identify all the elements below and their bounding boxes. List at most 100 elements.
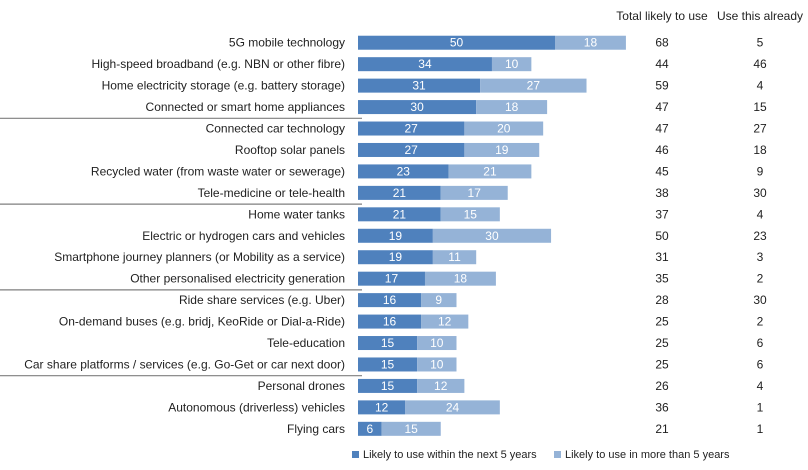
bar-series2 — [440, 185, 508, 200]
data-label-series1: 27 — [405, 122, 419, 136]
bar-series1 — [358, 164, 449, 179]
data-label-series2: 10 — [505, 57, 519, 71]
data-label-series2: 19 — [495, 143, 509, 157]
category-label: Home electricity storage (e.g. battery s… — [102, 79, 345, 93]
data-label-series2: 10 — [430, 336, 444, 350]
total-likely-value: 26 — [655, 379, 669, 393]
total-likely-value: 37 — [655, 207, 669, 221]
total-likely-value: 31 — [655, 250, 669, 264]
total-likely-value: 68 — [655, 36, 669, 50]
total-likely-value: 25 — [655, 357, 669, 371]
data-label-series1: 15 — [381, 336, 395, 350]
bar-series1 — [358, 35, 555, 50]
bar-series1 — [358, 250, 433, 265]
use-already-value: 4 — [757, 379, 764, 393]
legend-swatch-series1 — [352, 451, 359, 458]
use-already-value: 2 — [757, 272, 764, 286]
use-already-value: 30 — [753, 186, 767, 200]
category-label: Tele-education — [267, 336, 345, 350]
bar-series2 — [480, 78, 587, 93]
bar-series1 — [358, 378, 418, 393]
data-label-series1: 16 — [383, 293, 397, 307]
bar-series2 — [440, 207, 500, 222]
legend-label-series2: Likely to use in more than 5 years — [565, 449, 730, 461]
data-label-series2: 20 — [497, 122, 511, 136]
bar-series1 — [358, 142, 465, 157]
use-already-value: 27 — [753, 122, 767, 136]
bar-series1 — [358, 207, 441, 222]
use-already-value: 1 — [757, 422, 764, 436]
category-label: Connected or smart home appliances — [146, 100, 345, 114]
category-label: Recycled water (from waste water or sewe… — [91, 164, 345, 178]
data-label-series1: 19 — [389, 250, 403, 264]
category-label: Autonomous (driverless) vehicles — [168, 400, 345, 414]
category-label: Flying cars — [287, 422, 345, 436]
category-label: Tele-medicine or tele-health — [198, 186, 345, 200]
total-likely-value: 47 — [655, 122, 669, 136]
category-label: Home water tanks — [248, 207, 345, 221]
bar-series1 — [358, 185, 441, 200]
data-label-series2: 11 — [448, 250, 461, 264]
data-label-series1: 16 — [383, 315, 397, 329]
bar-series1 — [358, 421, 382, 436]
data-label-series1: 21 — [393, 207, 407, 221]
data-label-series2: 15 — [464, 207, 478, 221]
data-label-series2: 24 — [446, 400, 460, 414]
use-already-value: 1 — [757, 400, 764, 414]
data-label-series1: 34 — [418, 57, 432, 71]
bar-series2 — [464, 142, 540, 157]
bar-series1 — [358, 100, 477, 115]
bar-series2 — [555, 35, 626, 50]
bar-series2 — [405, 400, 500, 415]
total-likely-value: 25 — [655, 336, 669, 350]
bar-series2 — [464, 121, 544, 136]
category-label: Ride share services (e.g. Uber) — [179, 293, 345, 307]
data-label-series2: 10 — [430, 357, 444, 371]
data-label-series2: 17 — [468, 186, 482, 200]
data-label-series2: 30 — [485, 229, 499, 243]
use-already-value: 6 — [757, 336, 764, 350]
data-label-series1: 15 — [381, 379, 395, 393]
use-already-value: 5 — [757, 36, 764, 50]
category-label: High-speed broadband (e.g. NBN or other … — [92, 57, 345, 71]
bar-series1 — [358, 357, 418, 372]
data-label-series2: 27 — [527, 79, 541, 93]
use-already-value: 4 — [757, 207, 764, 221]
data-label-series2: 18 — [505, 100, 519, 114]
data-label-series1: 23 — [397, 164, 411, 178]
use-already-value: 9 — [757, 164, 764, 178]
legend-label-series1: Likely to use within the next 5 years — [363, 449, 537, 461]
bar-series2 — [448, 164, 532, 179]
data-label-series1: 21 — [393, 186, 407, 200]
bar-series2 — [432, 250, 477, 265]
total-likely-value: 47 — [655, 100, 669, 114]
bar-series2 — [417, 336, 457, 351]
total-likely-value: 25 — [655, 315, 669, 329]
use-already-value: 15 — [753, 100, 767, 114]
category-label: Rooftop solar panels — [235, 143, 345, 157]
use-already-value: 30 — [753, 293, 767, 307]
data-label-series2: 21 — [483, 164, 497, 178]
total-likely-value: 50 — [655, 229, 669, 243]
legend-swatch-series2 — [554, 451, 561, 458]
bar-series2 — [476, 100, 548, 115]
use-already-value: 18 — [753, 143, 767, 157]
bar-series2 — [381, 421, 441, 436]
total-likely-value: 35 — [655, 272, 669, 286]
column-header-total-likely: Total likely to use — [616, 9, 708, 23]
data-label-series2: 18 — [584, 36, 598, 50]
total-likely-value: 28 — [655, 293, 669, 307]
use-already-value: 3 — [757, 250, 764, 264]
category-label: Electric or hydrogen cars and vehicles — [142, 229, 345, 243]
bar-series1 — [358, 121, 465, 136]
use-already-value: 6 — [757, 357, 764, 371]
bar-series2 — [424, 271, 496, 286]
data-label-series1: 30 — [410, 100, 424, 114]
data-label-series1: 15 — [381, 357, 395, 371]
total-likely-value: 44 — [655, 57, 669, 71]
data-label-series2: 15 — [405, 422, 419, 436]
use-already-value: 46 — [753, 57, 767, 71]
bar-series2 — [491, 57, 532, 72]
